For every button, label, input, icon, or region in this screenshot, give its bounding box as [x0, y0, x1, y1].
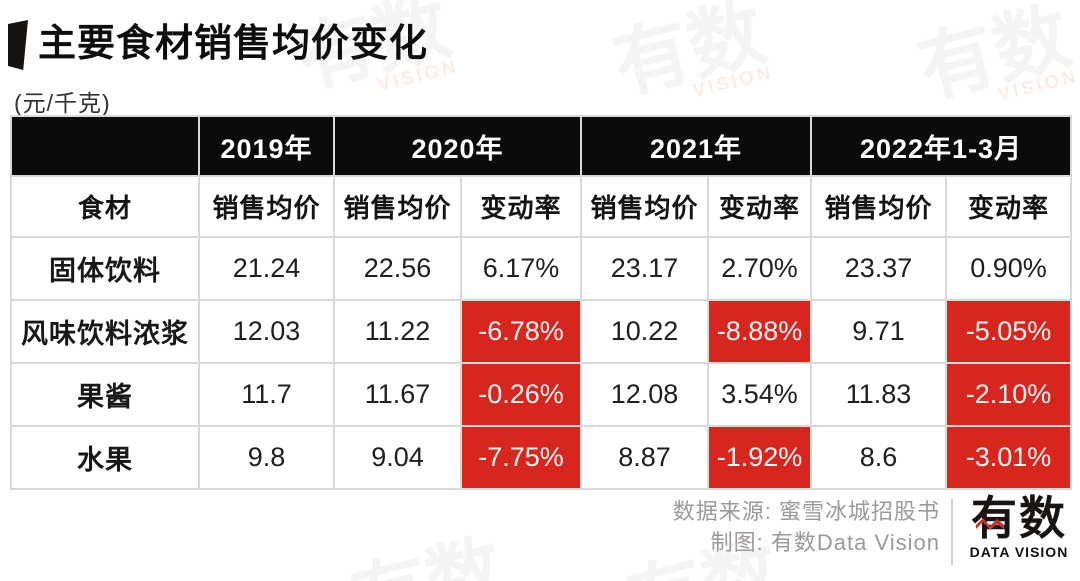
cell-value: 12.08 [580, 362, 710, 427]
col-header-change-rate: 变动率 [945, 175, 1073, 238]
cell-value: 22.56 [333, 236, 462, 301]
cell-value-negative: -0.26% [459, 362, 583, 427]
column-header-row: 食材 销售均价 销售均价 变动率 销售均价 变动率 销售均价 变动率 [10, 175, 1073, 238]
cell-value: 0.90% [945, 236, 1073, 301]
cell-value-negative: -3.01% [945, 425, 1073, 490]
brand-logo: 有数 DATA VISION [966, 490, 1072, 560]
header: 主要食材销售均价变化 (元/千克) [8, 20, 428, 118]
cell-value: 3.54% [707, 362, 813, 427]
cell-value: 9.04 [333, 425, 462, 490]
price-table: 2019年 2020年 2021年 2022年1-3月 食材 销售均价 销售均价… [10, 115, 1073, 490]
year-header-2020: 2020年 [332, 115, 583, 177]
cell-value: 23.17 [580, 236, 710, 301]
year-header-2021: 2021年 [580, 115, 813, 177]
logo-zigzag-icon [976, 518, 1004, 530]
table-row: 风味饮料浓浆 12.03 11.22 -6.78% 10.22 -8.88% 9… [10, 299, 1073, 364]
brand-logo-tagline: DATA VISION [969, 544, 1069, 560]
cell-value-negative: -5.05% [945, 299, 1073, 364]
cell-value: 8.6 [810, 425, 948, 490]
cell-value: 8.87 [580, 425, 710, 490]
cell-value: 2.70% [707, 236, 813, 301]
title-bullet-icon [8, 20, 28, 70]
page-title: 主要食材销售均价变化 [38, 23, 429, 66]
table-row: 固体饮料 21.24 22.56 6.17% 23.17 2.70% 23.37… [10, 236, 1073, 301]
watermark: 有数 VISION [605, 0, 776, 110]
cell-value: 11.83 [810, 362, 948, 427]
year-header-2022: 2022年1-3月 [810, 115, 1073, 177]
credit-text: 制图: 有数Data Vision [710, 530, 940, 555]
col-header-avg-price: 销售均价 [333, 175, 462, 238]
cell-value: 11.22 [333, 299, 462, 364]
cell-value: 21.24 [198, 236, 335, 301]
row-name: 果酱 [10, 362, 200, 427]
cell-value: 6.17% [459, 236, 583, 301]
cell-value: 11.67 [333, 362, 462, 427]
col-header-avg-price: 销售均价 [810, 175, 948, 238]
col-header-change-rate: 变动率 [459, 175, 583, 238]
col-header-change-rate: 变动率 [707, 175, 813, 238]
data-source-text: 数据来源: 蜜雪冰城招股书 [672, 499, 940, 524]
row-name: 固体饮料 [10, 236, 200, 301]
col-header-ingredient: 食材 [10, 175, 200, 238]
row-name: 水果 [10, 425, 200, 490]
footer-source-block: 数据来源: 蜜雪冰城招股书 制图: 有数Data Vision [673, 496, 940, 558]
cell-value: 9.71 [810, 299, 948, 364]
cell-value-negative: -1.92% [707, 425, 813, 490]
cell-value-negative: -8.88% [707, 299, 813, 364]
brand-logo-name: 有数 [971, 492, 1067, 544]
cell-value: 23.37 [810, 236, 948, 301]
year-header-row: 2019年 2020年 2021年 2022年1-3月 [10, 115, 1073, 177]
cell-value-negative: -2.10% [945, 362, 1073, 427]
cell-value-negative: -7.75% [459, 425, 583, 490]
table-row: 水果 9.8 9.04 -7.75% 8.87 -1.92% 8.6 -3.01… [10, 425, 1073, 490]
row-name: 风味饮料浓浆 [10, 299, 200, 364]
footer-divider [951, 499, 953, 565]
cell-value: 10.22 [580, 299, 710, 364]
col-header-avg-price: 销售均价 [580, 175, 710, 238]
year-header-empty [10, 115, 200, 177]
cell-value: 9.8 [198, 425, 335, 490]
cell-value: 11.7 [198, 362, 335, 427]
year-header-2019: 2019年 [198, 115, 335, 177]
col-header-avg-price: 销售均价 [198, 175, 335, 238]
watermark: 有数 [344, 526, 512, 581]
cell-value: 12.03 [198, 299, 335, 364]
table-wrapper: 2019年 2020年 2021年 2022年1-3月 食材 销售均价 销售均价… [10, 115, 1073, 490]
table-row: 果酱 11.7 11.67 -0.26% 12.08 3.54% 11.83 -… [10, 362, 1073, 427]
unit-label: (元/千克) [14, 90, 111, 116]
cell-value-negative: -6.78% [459, 299, 583, 364]
watermark: 有数 VISION [910, 0, 1080, 114]
